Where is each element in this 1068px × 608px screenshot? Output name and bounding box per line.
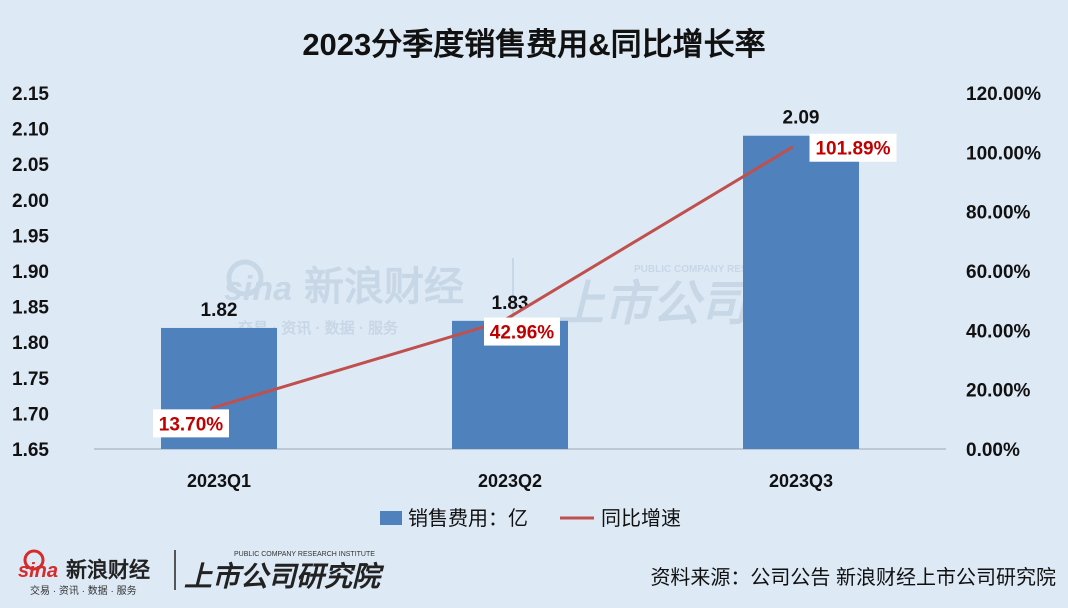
logo: sina 新浪财经 交易 · 资讯 · 数据 · 服务 上市公司研究院 PUBL… [18, 549, 385, 597]
growth-label-bg [809, 133, 897, 162]
right-tick-label: 80.00% [966, 203, 1031, 224]
logo-institute-en: PUBLIC COMPANY RESEARCH INSTITUTE [234, 551, 375, 558]
legend-bar-label: 销售费用：亿 [408, 507, 528, 530]
watermark-sub: 交易 · 资讯 · 数据 · 服务 [238, 319, 399, 337]
growth-value-label: 13.70% [159, 414, 224, 435]
bar-value-label: 1.82 [201, 300, 238, 321]
left-tick-label: 1.65 [12, 440, 49, 461]
left-tick-label: 1.85 [12, 298, 49, 319]
left-tick-label: 1.80 [12, 333, 49, 354]
line-series: 13.70% 42.96% 101.89% [153, 133, 897, 438]
bar-value-label: 1.83 [492, 293, 529, 314]
left-tick-label: 1.95 [12, 226, 49, 247]
left-axis-ticks: 2.15 2.10 2.05 2.00 1.95 1.90 1.85 1.80 1.75 1.70… [12, 84, 49, 461]
growth-value-label: 101.89% [815, 139, 890, 160]
bar-value-label: 2.09 [783, 108, 820, 129]
watermark-divider [512, 258, 514, 330]
right-tick-label: 120.00% [966, 84, 1041, 105]
watermark-institute-en: PUBLIC COMPANY RESEARCH INSTITUTE [634, 264, 838, 275]
left-tick-label: 2.00 [12, 191, 49, 212]
left-tick-label: 1.75 [12, 369, 49, 390]
right-axis-ticks: 120.00% 100.00% 80.00% 60.00% 40.00% 20.00% 0.… [966, 84, 1041, 461]
logo-sub: 交易 · 资讯 · 数据 · 服务 [30, 584, 137, 597]
bar [743, 135, 859, 449]
growth-value-label: 42.96% [490, 323, 555, 344]
logo-brand: 新浪财经 [66, 558, 150, 582]
growth-label-bg [484, 317, 560, 346]
bars: 1.82 1.83 2.09 [161, 108, 859, 449]
left-tick-label: 1.90 [12, 262, 49, 283]
right-tick-label: 40.00% [966, 321, 1031, 342]
source-note: 资料来源：公司公告 新浪财经上市公司研究院 [650, 566, 1056, 589]
right-tick-label: 100.00% [966, 143, 1041, 164]
growth-label-bg [153, 409, 229, 438]
legend-bar-swatch [380, 511, 402, 525]
left-tick-label: 1.70 [12, 404, 49, 425]
category-labels: 2023Q1 2023Q2 2023Q3 [187, 471, 833, 491]
left-tick-label: 2.05 [12, 155, 49, 176]
logo-divider [174, 550, 176, 590]
category-label: 2023Q3 [769, 471, 833, 491]
left-tick-label: 2.10 [12, 120, 49, 141]
category-label: 2023Q1 [187, 471, 251, 491]
watermark-sina: sina [224, 270, 292, 308]
watermark-brand: 新浪财经 [304, 265, 464, 309]
logo-institute: 上市公司研究院 [184, 561, 385, 592]
right-tick-label: 20.00% [966, 381, 1031, 402]
logo-eye-icon [23, 549, 45, 571]
legend-line-label: 同比增速 [601, 507, 681, 530]
chart-title: 2023分季度销售费用&同比增长率 [302, 27, 765, 62]
logo-sina: sina [18, 560, 58, 582]
right-tick-label: 60.00% [966, 262, 1031, 283]
watermark-eye-icon [226, 259, 264, 297]
left-tick-label: 2.15 [12, 84, 49, 105]
right-tick-label: 0.00% [966, 440, 1020, 461]
category-label: 2023Q2 [478, 471, 542, 491]
legend: 销售费用：亿 同比增速 [380, 507, 681, 530]
